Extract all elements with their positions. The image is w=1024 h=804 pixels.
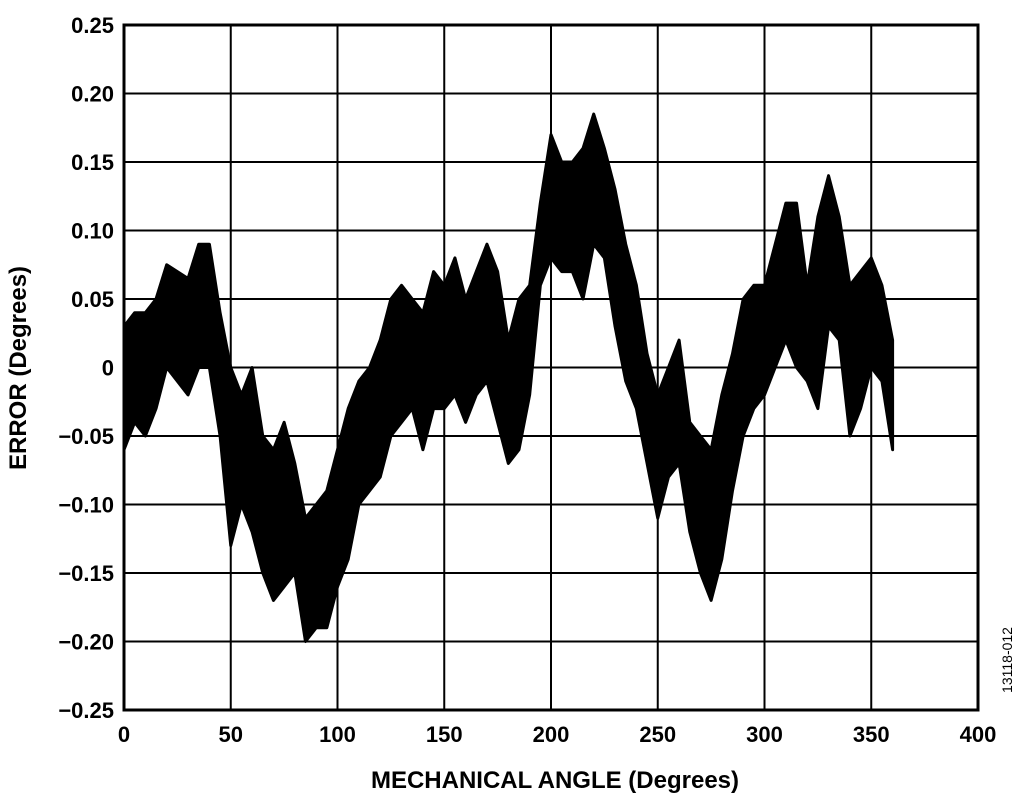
- y-tick-label: 0.10: [71, 219, 114, 244]
- figure-id: 13118-012: [999, 627, 1015, 693]
- x-tick-label: 350: [853, 722, 890, 747]
- x-axis-label: MECHANICAL ANGLE (Degrees): [371, 767, 739, 794]
- error-band: [122, 112, 895, 643]
- y-tick-label: 0.05: [71, 287, 114, 312]
- x-tick-label: 50: [219, 722, 243, 747]
- x-tick-label: 400: [960, 722, 997, 747]
- y-tick-label: 0.15: [71, 150, 114, 175]
- x-tick-label: 250: [639, 722, 676, 747]
- y-tick-label: 0: [102, 356, 114, 381]
- y-tick-label: −0.20: [58, 630, 114, 655]
- x-tick-label: 0: [118, 722, 130, 747]
- y-tick-label: −0.15: [58, 561, 114, 586]
- y-tick-label: −0.05: [58, 424, 114, 449]
- x-tick-label: 100: [319, 722, 356, 747]
- y-tick-label: −0.25: [58, 698, 114, 723]
- y-axis-label: ERROR (Degrees): [5, 266, 32, 470]
- plot-frame: [122, 23, 980, 712]
- x-tick-label: 300: [746, 722, 783, 747]
- y-tick-label: −0.10: [58, 493, 114, 518]
- y-tick-label: 0.20: [71, 82, 114, 107]
- x-tick-label: 150: [426, 722, 463, 747]
- y-tick-label: 0.25: [71, 13, 114, 38]
- x-tick-label: 200: [533, 722, 570, 747]
